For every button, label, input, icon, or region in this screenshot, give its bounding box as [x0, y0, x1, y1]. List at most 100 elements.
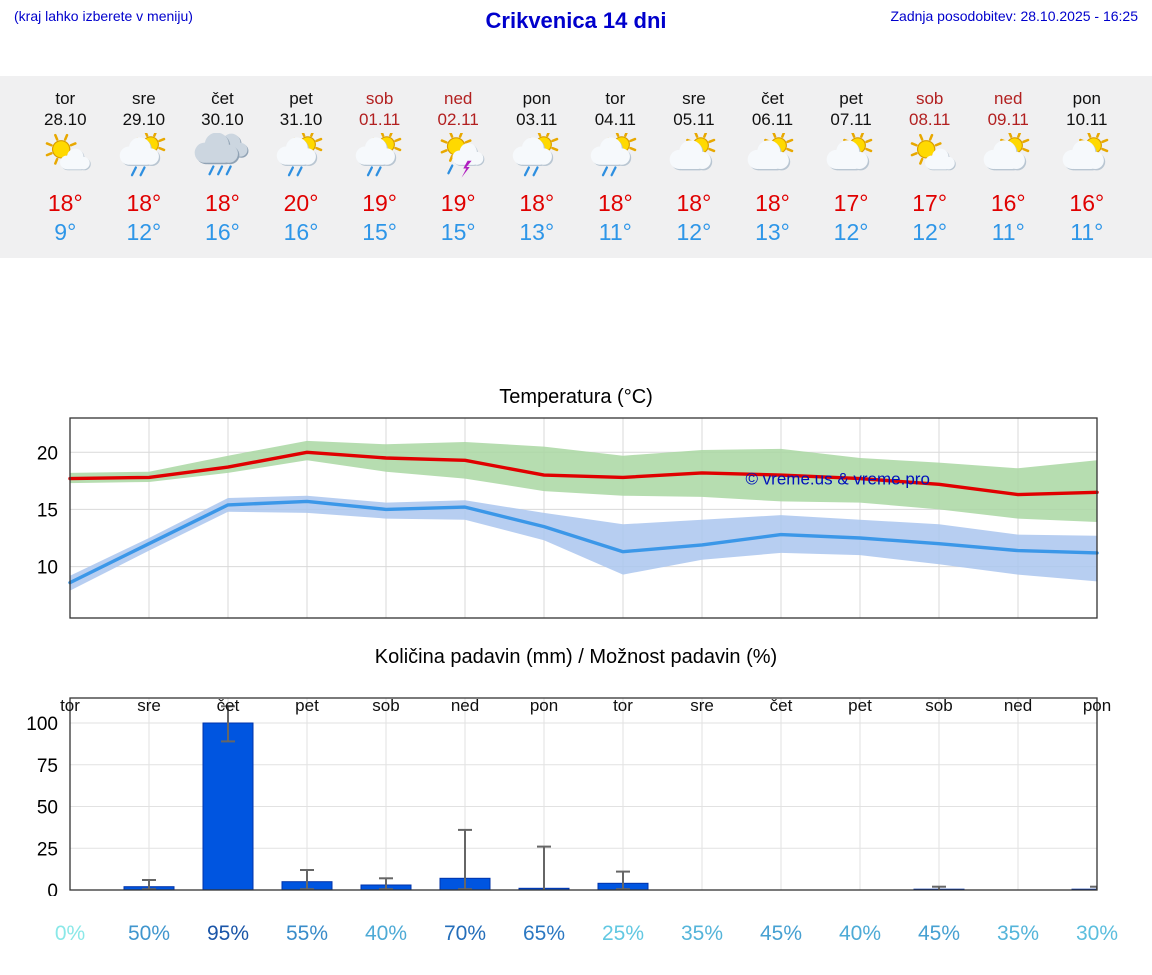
- precip-probability: 35%: [996, 922, 1040, 945]
- day-name: pet: [839, 89, 863, 108]
- precip-probability: 25%: [601, 922, 645, 945]
- precip-probability: 45%: [759, 922, 803, 945]
- low-temp: 16°: [283, 219, 319, 245]
- low-temp: 12°: [833, 219, 869, 245]
- precip-day-label: pon: [529, 696, 559, 715]
- day-date: 09.11: [987, 110, 1029, 129]
- last-updated: Zadnja posodobitev: 28.10.2025 - 16:25: [890, 8, 1139, 24]
- weather-icon-sun-cloud: [655, 133, 734, 185]
- precip-day-label: sre: [137, 696, 161, 715]
- day-date: 29.10: [122, 110, 166, 129]
- low-temp: 12°: [676, 219, 712, 245]
- high-temp: 16°: [1069, 190, 1105, 216]
- precip-probability: 65%: [522, 922, 566, 945]
- precip-probability: 40%: [364, 922, 408, 945]
- precip-day-label: tor: [60, 696, 80, 715]
- temperature-section: Temperatura (°C) 10 15 20 © vreme.us & vrem…: [0, 382, 1152, 628]
- low-temp: 11°: [598, 219, 632, 245]
- day-name: pet: [289, 89, 313, 108]
- page-header: (kraj lahko izberete v meniju) Crikvenic…: [0, 0, 1152, 34]
- day-name: čet: [761, 89, 784, 108]
- precip-probability: 95%: [206, 922, 250, 945]
- precipitation-chart-wrap: tor sre čet pet sob ned pon tor sre čet pet sob ned p…: [0, 696, 1152, 958]
- precip-probability: 40%: [838, 922, 882, 945]
- weather-icon-sun-cloud: [733, 133, 812, 185]
- weather-icon-sun-cloud-rain: [340, 133, 419, 185]
- high-temp: 18°: [755, 190, 790, 216]
- weather-icon-sun-storm: [419, 133, 498, 185]
- low-temp: 13°: [519, 219, 555, 245]
- high-temp: 18°: [47, 190, 83, 216]
- forecast-day-07.11: pet 07.11 17° 12°: [812, 88, 891, 246]
- precip-probability: 30%: [1075, 922, 1119, 945]
- weather-icon-sun-cloud: [969, 133, 1048, 185]
- day-name: sob: [365, 89, 394, 108]
- day-date: 28.10: [44, 110, 87, 129]
- forecast-day-02.11: ned 02.11 19° 15°: [419, 88, 498, 246]
- weather-icon-sun-cloud: [1048, 133, 1127, 185]
- forecast-day-10.11: pon 10.11 16° 11°: [1048, 88, 1127, 246]
- precip-day-labels: tor sre čet pet sob ned pon tor sre čet pet sob ned p…: [0, 696, 1152, 720]
- forecast-day-29.10: sre 29.10 18° 12°: [105, 88, 184, 246]
- precip-probability: 45%: [917, 922, 961, 945]
- precipitation-chart: 0 25 50 75 100: [26, 697, 1098, 896]
- weather-icon-sun-cloud-rain: [497, 133, 576, 185]
- precip-probability: 55%: [285, 922, 329, 945]
- weather-icon-sun-cloud-rain: [262, 133, 341, 185]
- forecast-day-30.10: čet 30.10 18° 16°: [183, 88, 262, 246]
- high-temp: 16°: [990, 190, 1026, 216]
- day-name: tor: [605, 89, 626, 108]
- day-date: 01.11: [358, 110, 401, 129]
- precip-day-label: tor: [613, 696, 633, 715]
- precipitation-chart-title: Količina padavin (mm) / Možnost padavin …: [374, 646, 778, 668]
- day-date: 07.11: [830, 110, 872, 129]
- svg-text:10: 10: [37, 558, 58, 579]
- precip-day-label: čet: [769, 696, 793, 715]
- high-temp: 19°: [440, 190, 476, 216]
- high-temp: 18°: [597, 190, 633, 216]
- day-name: sre: [132, 89, 156, 108]
- svg-text:15: 15: [37, 500, 58, 521]
- precip-probability: 0%: [54, 922, 86, 945]
- low-temp: 11°: [1070, 219, 1104, 245]
- precip-day-label: pet: [295, 696, 319, 715]
- day-name: pon: [522, 89, 551, 108]
- svg-text:25: 25: [37, 839, 58, 860]
- svg-text:100: 100: [26, 714, 58, 735]
- high-temp: 20°: [283, 190, 319, 216]
- forecast-day-01.11: sob 01.11 19° 15°: [340, 88, 419, 246]
- day-name: čet: [211, 89, 234, 108]
- day-date: 03.11: [516, 110, 558, 129]
- precipitation-section: Količina padavin (mm) / Možnost padavin …: [0, 642, 1152, 958]
- low-temp: 11°: [991, 219, 1025, 245]
- day-name: sob: [915, 89, 944, 108]
- temperature-chart-title: Temperatura (°C): [499, 386, 653, 408]
- weather-icon-sun-cloud: [812, 133, 891, 185]
- svg-text:75: 75: [37, 756, 58, 777]
- precip-probability: 50%: [127, 922, 171, 945]
- precip-day-label: ned: [450, 696, 480, 715]
- day-date: 31.10: [279, 110, 323, 129]
- forecast-day-05.11: sre 05.11 18° 12°: [655, 88, 734, 246]
- precip-probability-labels: 0% 50% 95% 55% 40% 70% 65% 25% 35% 45% 40% 45% 35% 30…: [0, 922, 1152, 954]
- low-temp: 15°: [362, 219, 397, 245]
- low-temp: 16°: [205, 219, 240, 245]
- day-date: 05.11: [673, 110, 715, 129]
- high-temp: 18°: [126, 190, 162, 216]
- forecast-day-08.11: sob 08.11 17° 12°: [890, 88, 969, 246]
- high-temp: 18°: [676, 190, 712, 216]
- weather-icon-rain-heavy: [183, 133, 262, 185]
- weather-icon-sun-cloud-rain: [105, 133, 184, 185]
- day-name: pon: [1072, 89, 1101, 108]
- day-date: 02.11: [437, 110, 479, 129]
- svg-text:0: 0: [47, 881, 58, 896]
- day-name: ned: [994, 89, 1023, 108]
- forecast-day-06.11: čet 06.11 18° 13°: [733, 88, 812, 246]
- day-date: 10.11: [1066, 110, 1108, 129]
- precip-day-label: pon: [1082, 696, 1112, 715]
- day-name: ned: [443, 89, 473, 108]
- svg-text:50: 50: [37, 798, 58, 819]
- weather-icon-sun-cloud-rain: [576, 133, 655, 185]
- day-name: sre: [682, 89, 706, 108]
